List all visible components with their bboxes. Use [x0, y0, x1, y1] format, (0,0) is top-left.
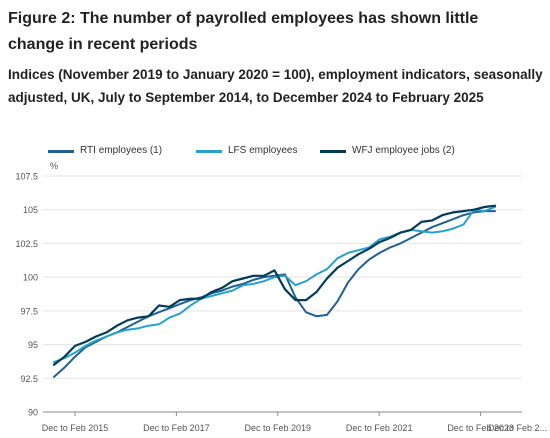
legend-label-rti: RTI employees (1): [80, 145, 163, 156]
y-tick-label: 92.5: [20, 374, 38, 384]
legend-swatch-lfs: [196, 149, 222, 153]
legend-label-lfs: LFS employees: [228, 145, 298, 156]
line-chart: 90 92.5 95 97.5 100 102.5 105 107.5% Dec to Feb …: [15, 161, 547, 433]
x-tick-label: Dec to Feb 2023: [447, 423, 514, 433]
x-tick-label: Dec to Feb 2019: [245, 423, 312, 433]
x-tick-label: Dec to Feb 2015: [42, 423, 109, 433]
y-unit-label: %: [50, 161, 58, 171]
y-tick-label: 102.5: [15, 239, 38, 249]
legend-swatch-rti: [48, 149, 74, 153]
x-tick-label: Dec to Feb 2021: [346, 423, 413, 433]
x-tick-label: Dec to Feb 2...: [488, 423, 547, 433]
figure-title: Figure 2: The number of payrolled employ…: [8, 10, 479, 53]
y-tick-label: 105: [23, 205, 38, 215]
legend-label-wfj: WFJ employee jobs (2): [352, 145, 455, 156]
chart-legend: RTI employees (1) LFS employees WFJ empl…: [0, 142, 550, 160]
y-tick-label: 90: [28, 408, 38, 418]
rti-employees-line: [53, 210, 496, 378]
wfj-employee-jobs-line: [52, 204, 497, 366]
figure-subtitle: Indices (November 2019 to January 2020 =…: [8, 67, 543, 105]
y-tick-label: 100: [23, 273, 38, 283]
lfs-employees-line: [53, 206, 496, 364]
x-tick-label: Dec to Feb 2017: [143, 423, 210, 433]
legend-swatch-wfj: [320, 149, 346, 153]
y-tick-label: 95: [28, 340, 38, 350]
y-tick-label: 97.5: [20, 306, 38, 316]
y-tick-label: 107.5: [15, 172, 38, 182]
